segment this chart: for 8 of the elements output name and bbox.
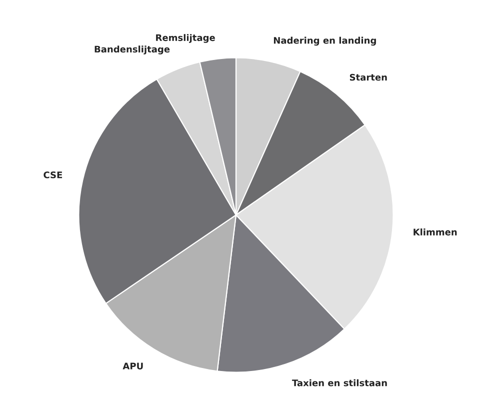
slice-label: Taxien en stilstaan xyxy=(292,379,387,386)
slice-label: APU xyxy=(122,362,143,370)
slice-label: Klimmen xyxy=(414,228,457,236)
slice-label: Remslijtage xyxy=(156,34,215,43)
slice-label: CSE xyxy=(44,171,62,178)
slice-label: Nadering en landing xyxy=(274,36,376,46)
slice-label: Bandenslijtage xyxy=(94,46,170,54)
slice-label: Starten xyxy=(350,74,387,81)
